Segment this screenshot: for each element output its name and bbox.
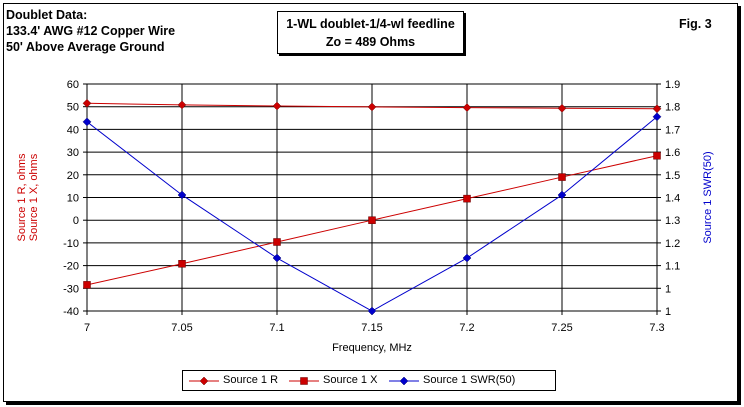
y-axis-label-right: Source 1 SWR(50) bbox=[702, 151, 714, 243]
x-tick-label: 7.1 bbox=[269, 322, 284, 334]
y-tick-label-right: 1.6 bbox=[665, 147, 680, 159]
y-tick-label-right: 1.3 bbox=[665, 215, 680, 227]
series-point-0 bbox=[82, 98, 92, 108]
y-tick-label-left: 40 bbox=[67, 124, 79, 136]
y-axis-label-left-1: Source 1 R, ohms bbox=[16, 153, 28, 242]
x-tick-label: 7 bbox=[84, 322, 90, 334]
series-point-0 bbox=[367, 102, 377, 112]
series-point-0 bbox=[462, 103, 472, 112]
series-point-0 bbox=[557, 103, 567, 113]
y-tick-label-right: 1.8 bbox=[665, 102, 680, 114]
legend-marker-r bbox=[189, 376, 219, 386]
figure-label: Fig. 3 bbox=[679, 17, 712, 31]
x-tick-label: 7.15 bbox=[361, 322, 382, 334]
series-point-0 bbox=[272, 101, 282, 111]
y-tick-label-right: 1 bbox=[665, 283, 671, 295]
y-tick-label-left: -30 bbox=[63, 283, 79, 295]
series-point-2 bbox=[557, 190, 567, 200]
y-tick-label-right: 1.9 bbox=[665, 79, 680, 91]
y-tick-label-left: -20 bbox=[63, 261, 79, 273]
y-tick-label-left: -40 bbox=[63, 306, 79, 318]
series-point-2 bbox=[652, 112, 662, 122]
series-point-0 bbox=[177, 100, 187, 110]
doublet-info: Doublet Data: 133.4' AWG #12 Copper Wire… bbox=[6, 7, 175, 55]
legend-label-swr: Source 1 SWR(50) bbox=[423, 374, 516, 386]
y-tick-label-right: 1.5 bbox=[665, 170, 680, 182]
y-tick-label-right: 1 bbox=[665, 306, 671, 318]
chart-title-line-2: Zo = 489 Ohms bbox=[325, 35, 416, 49]
y-tick-label-left: 10 bbox=[67, 193, 79, 205]
y-tick-label-right: 1.2 bbox=[665, 238, 680, 250]
legend-label-x: Source 1 X bbox=[323, 374, 378, 386]
x-tick-label: 7.25 bbox=[551, 322, 572, 334]
plot-area: 60 50 40 30 20 10 0 -10 -20 -30 -40 1.9 1.8 1.7 1.6 1.5… bbox=[16, 79, 714, 354]
y-tick-label-left: 0 bbox=[73, 215, 79, 227]
y-tick-label-left: 50 bbox=[67, 102, 79, 114]
series-point-1 bbox=[273, 238, 281, 246]
series-point-1 bbox=[653, 151, 661, 160]
series-point-1 bbox=[463, 194, 471, 203]
legend-marker-x bbox=[289, 377, 319, 385]
info-line-1: Doublet Data: bbox=[6, 8, 88, 22]
series-point-2 bbox=[177, 190, 187, 200]
series-point-2 bbox=[462, 253, 472, 263]
x-tick-label: 7.05 bbox=[171, 322, 192, 334]
chart-title-box: 1-WL doublet-1/4-wl feedline Zo = 489 Oh… bbox=[277, 11, 464, 54]
y-tick-label-left: 30 bbox=[67, 147, 79, 159]
x-tick-label: 7.3 bbox=[649, 322, 664, 334]
info-line-3: 50' Above Average Ground bbox=[6, 40, 165, 54]
series-point-1 bbox=[83, 281, 91, 289]
series-point-1 bbox=[558, 173, 566, 181]
y-tick-label-right: 1.4 bbox=[665, 193, 680, 205]
y-tick-label-left: 60 bbox=[67, 79, 79, 91]
x-axis-label: Frequency, MHz bbox=[332, 342, 412, 354]
series-point-2 bbox=[272, 253, 282, 263]
series-point-1 bbox=[368, 216, 376, 224]
series-point-2 bbox=[367, 306, 377, 316]
series-point-2 bbox=[82, 117, 92, 127]
series-point-1 bbox=[178, 260, 186, 268]
legend-label-r: Source 1 R bbox=[223, 374, 279, 386]
y-tick-label-left: -10 bbox=[63, 238, 79, 250]
y-tick-label-left: 20 bbox=[67, 170, 79, 182]
y-tick-label-right: 1.1 bbox=[665, 261, 680, 273]
chart-title-line-1: 1-WL doublet-1/4-wl feedline bbox=[286, 17, 455, 31]
y-axis-label-left-2: Source 1 X, ohms bbox=[28, 153, 40, 241]
y-tick-label-right: 1.7 bbox=[665, 124, 680, 136]
x-tick-label: 7.2 bbox=[459, 322, 474, 334]
legend-marker-swr bbox=[389, 376, 419, 386]
legend: Source 1 R Source 1 X Source 1 SWR(50) bbox=[182, 370, 556, 391]
info-line-2: 133.4' AWG #12 Copper Wire bbox=[6, 24, 176, 38]
